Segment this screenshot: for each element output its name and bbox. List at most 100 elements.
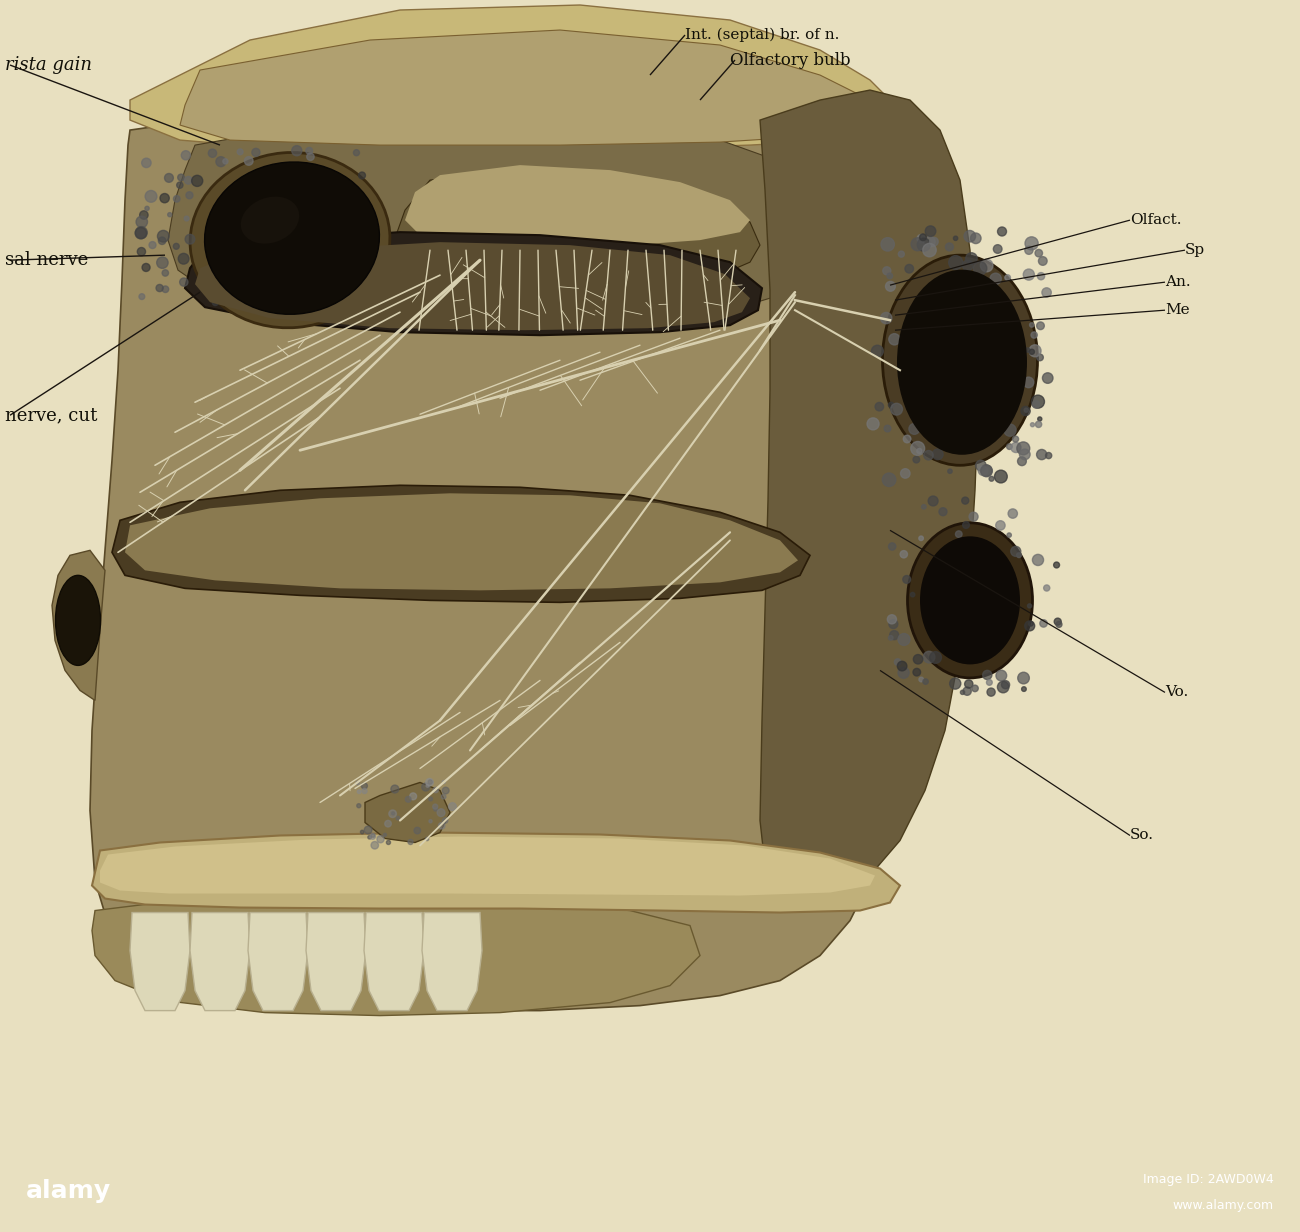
Circle shape (971, 233, 982, 244)
Text: Vo.: Vo. (1165, 685, 1188, 700)
Circle shape (930, 652, 941, 663)
Circle shape (891, 403, 902, 415)
Circle shape (1035, 249, 1043, 257)
Circle shape (919, 678, 923, 681)
Circle shape (425, 838, 429, 840)
Circle shape (1031, 423, 1035, 426)
Text: Olfact.: Olfact. (1130, 213, 1182, 227)
Circle shape (157, 257, 168, 269)
Circle shape (903, 435, 911, 442)
Ellipse shape (883, 255, 1037, 466)
Circle shape (1039, 256, 1046, 265)
Polygon shape (364, 913, 424, 1010)
Circle shape (208, 149, 217, 158)
Circle shape (889, 620, 898, 628)
Circle shape (916, 234, 926, 243)
Circle shape (997, 681, 1009, 692)
Circle shape (1036, 450, 1047, 460)
Circle shape (962, 260, 972, 271)
Circle shape (996, 670, 1006, 681)
Circle shape (307, 153, 315, 160)
Circle shape (168, 213, 172, 217)
Circle shape (438, 823, 445, 829)
Circle shape (889, 334, 900, 345)
Circle shape (1030, 323, 1034, 328)
Circle shape (909, 424, 919, 435)
Circle shape (1053, 562, 1059, 568)
Circle shape (361, 782, 368, 788)
Ellipse shape (907, 522, 1032, 678)
Circle shape (159, 237, 166, 244)
Circle shape (949, 255, 963, 270)
Circle shape (1030, 349, 1035, 355)
Circle shape (928, 496, 939, 506)
Circle shape (961, 690, 965, 695)
Circle shape (1018, 673, 1030, 684)
Circle shape (1026, 347, 1030, 352)
Polygon shape (130, 913, 190, 1010)
Ellipse shape (190, 153, 390, 328)
Circle shape (1020, 407, 1030, 415)
Text: rista gain: rista gain (5, 55, 92, 74)
Circle shape (968, 513, 978, 521)
Ellipse shape (897, 270, 1027, 455)
Circle shape (173, 244, 179, 249)
Circle shape (997, 227, 1006, 237)
Circle shape (956, 531, 962, 537)
Polygon shape (760, 90, 978, 901)
Circle shape (1031, 331, 1037, 339)
Ellipse shape (204, 161, 380, 314)
Circle shape (391, 785, 399, 793)
Circle shape (888, 403, 894, 408)
Circle shape (962, 521, 970, 529)
Circle shape (291, 145, 302, 155)
Circle shape (361, 788, 367, 793)
Circle shape (157, 230, 169, 243)
Text: An.: An. (1165, 275, 1191, 290)
Circle shape (1024, 246, 1034, 254)
Circle shape (429, 797, 433, 801)
Circle shape (165, 174, 173, 182)
Circle shape (905, 265, 914, 274)
Circle shape (306, 148, 312, 154)
Text: nerve, cut: nerve, cut (5, 407, 98, 424)
Circle shape (1008, 533, 1011, 537)
Circle shape (356, 803, 361, 808)
Polygon shape (130, 5, 900, 152)
Circle shape (980, 464, 992, 477)
Circle shape (962, 496, 968, 504)
Circle shape (913, 669, 920, 676)
Circle shape (923, 679, 928, 684)
Circle shape (139, 293, 144, 299)
Circle shape (434, 807, 437, 811)
Circle shape (179, 278, 188, 286)
Circle shape (987, 680, 992, 685)
Circle shape (385, 821, 391, 827)
Circle shape (913, 456, 919, 463)
Circle shape (1031, 395, 1044, 408)
Circle shape (1017, 442, 1030, 455)
Circle shape (991, 274, 1001, 285)
Text: Image ID: 2AWD0W4: Image ID: 2AWD0W4 (1143, 1173, 1274, 1185)
Circle shape (883, 267, 890, 275)
Polygon shape (90, 110, 900, 1010)
Circle shape (156, 285, 164, 292)
Circle shape (139, 211, 148, 219)
Circle shape (1040, 620, 1048, 627)
Circle shape (894, 659, 901, 665)
Circle shape (212, 299, 218, 306)
Circle shape (902, 575, 910, 583)
Circle shape (377, 835, 384, 843)
Circle shape (216, 156, 226, 166)
Circle shape (359, 172, 365, 179)
Circle shape (1035, 421, 1041, 428)
Circle shape (888, 636, 893, 641)
Circle shape (996, 521, 1005, 530)
Text: www.alamy.com: www.alamy.com (1173, 1200, 1274, 1212)
Polygon shape (195, 243, 750, 330)
Circle shape (1008, 509, 1018, 519)
Polygon shape (112, 485, 810, 602)
Circle shape (932, 448, 942, 460)
Circle shape (900, 551, 907, 558)
Text: sal nerve: sal nerve (5, 251, 88, 269)
